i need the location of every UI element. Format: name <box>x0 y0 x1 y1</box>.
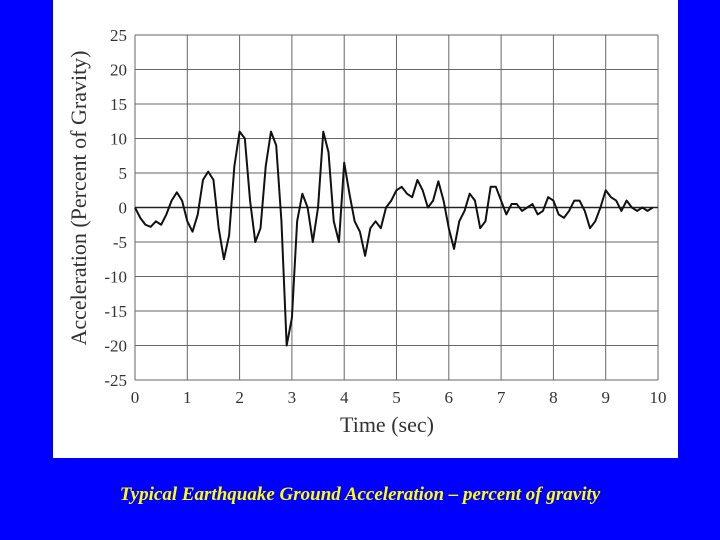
x-tick-label: 5 <box>392 388 401 407</box>
chart-panel <box>53 0 678 458</box>
y-tick-label: -15 <box>104 302 127 321</box>
y-tick-label: -25 <box>104 371 127 390</box>
x-tick-label: 1 <box>183 388 192 407</box>
y-tick-label: 25 <box>110 26 127 45</box>
x-axis-label: Time (sec) <box>340 412 434 437</box>
y-tick-label: -20 <box>104 337 127 356</box>
x-tick-label: 0 <box>131 388 140 407</box>
y-tick-label: 15 <box>110 95 127 114</box>
y-tick-label: -5 <box>113 233 127 252</box>
x-tick-label: 8 <box>549 388 558 407</box>
y-tick-label: 20 <box>110 61 127 80</box>
caption: Typical Earthquake Ground Acceleration –… <box>119 484 601 505</box>
x-tick-label: 7 <box>497 388 506 407</box>
x-tick-label: 9 <box>601 388 610 407</box>
y-tick-label: -10 <box>104 268 127 287</box>
y-axis-label: Acceleration (Percent of Gravity) <box>66 50 91 345</box>
x-tick-label: 2 <box>235 388 244 407</box>
x-tick-label: 3 <box>288 388 297 407</box>
y-tick-label: 5 <box>119 164 128 183</box>
x-tick-label: 6 <box>445 388 454 407</box>
y-tick-label: 0 <box>119 199 128 218</box>
y-tick-label: 10 <box>110 130 127 149</box>
x-tick-label: 10 <box>650 388 667 407</box>
data-line <box>134 130 654 347</box>
x-tick-label: 4 <box>340 388 349 407</box>
